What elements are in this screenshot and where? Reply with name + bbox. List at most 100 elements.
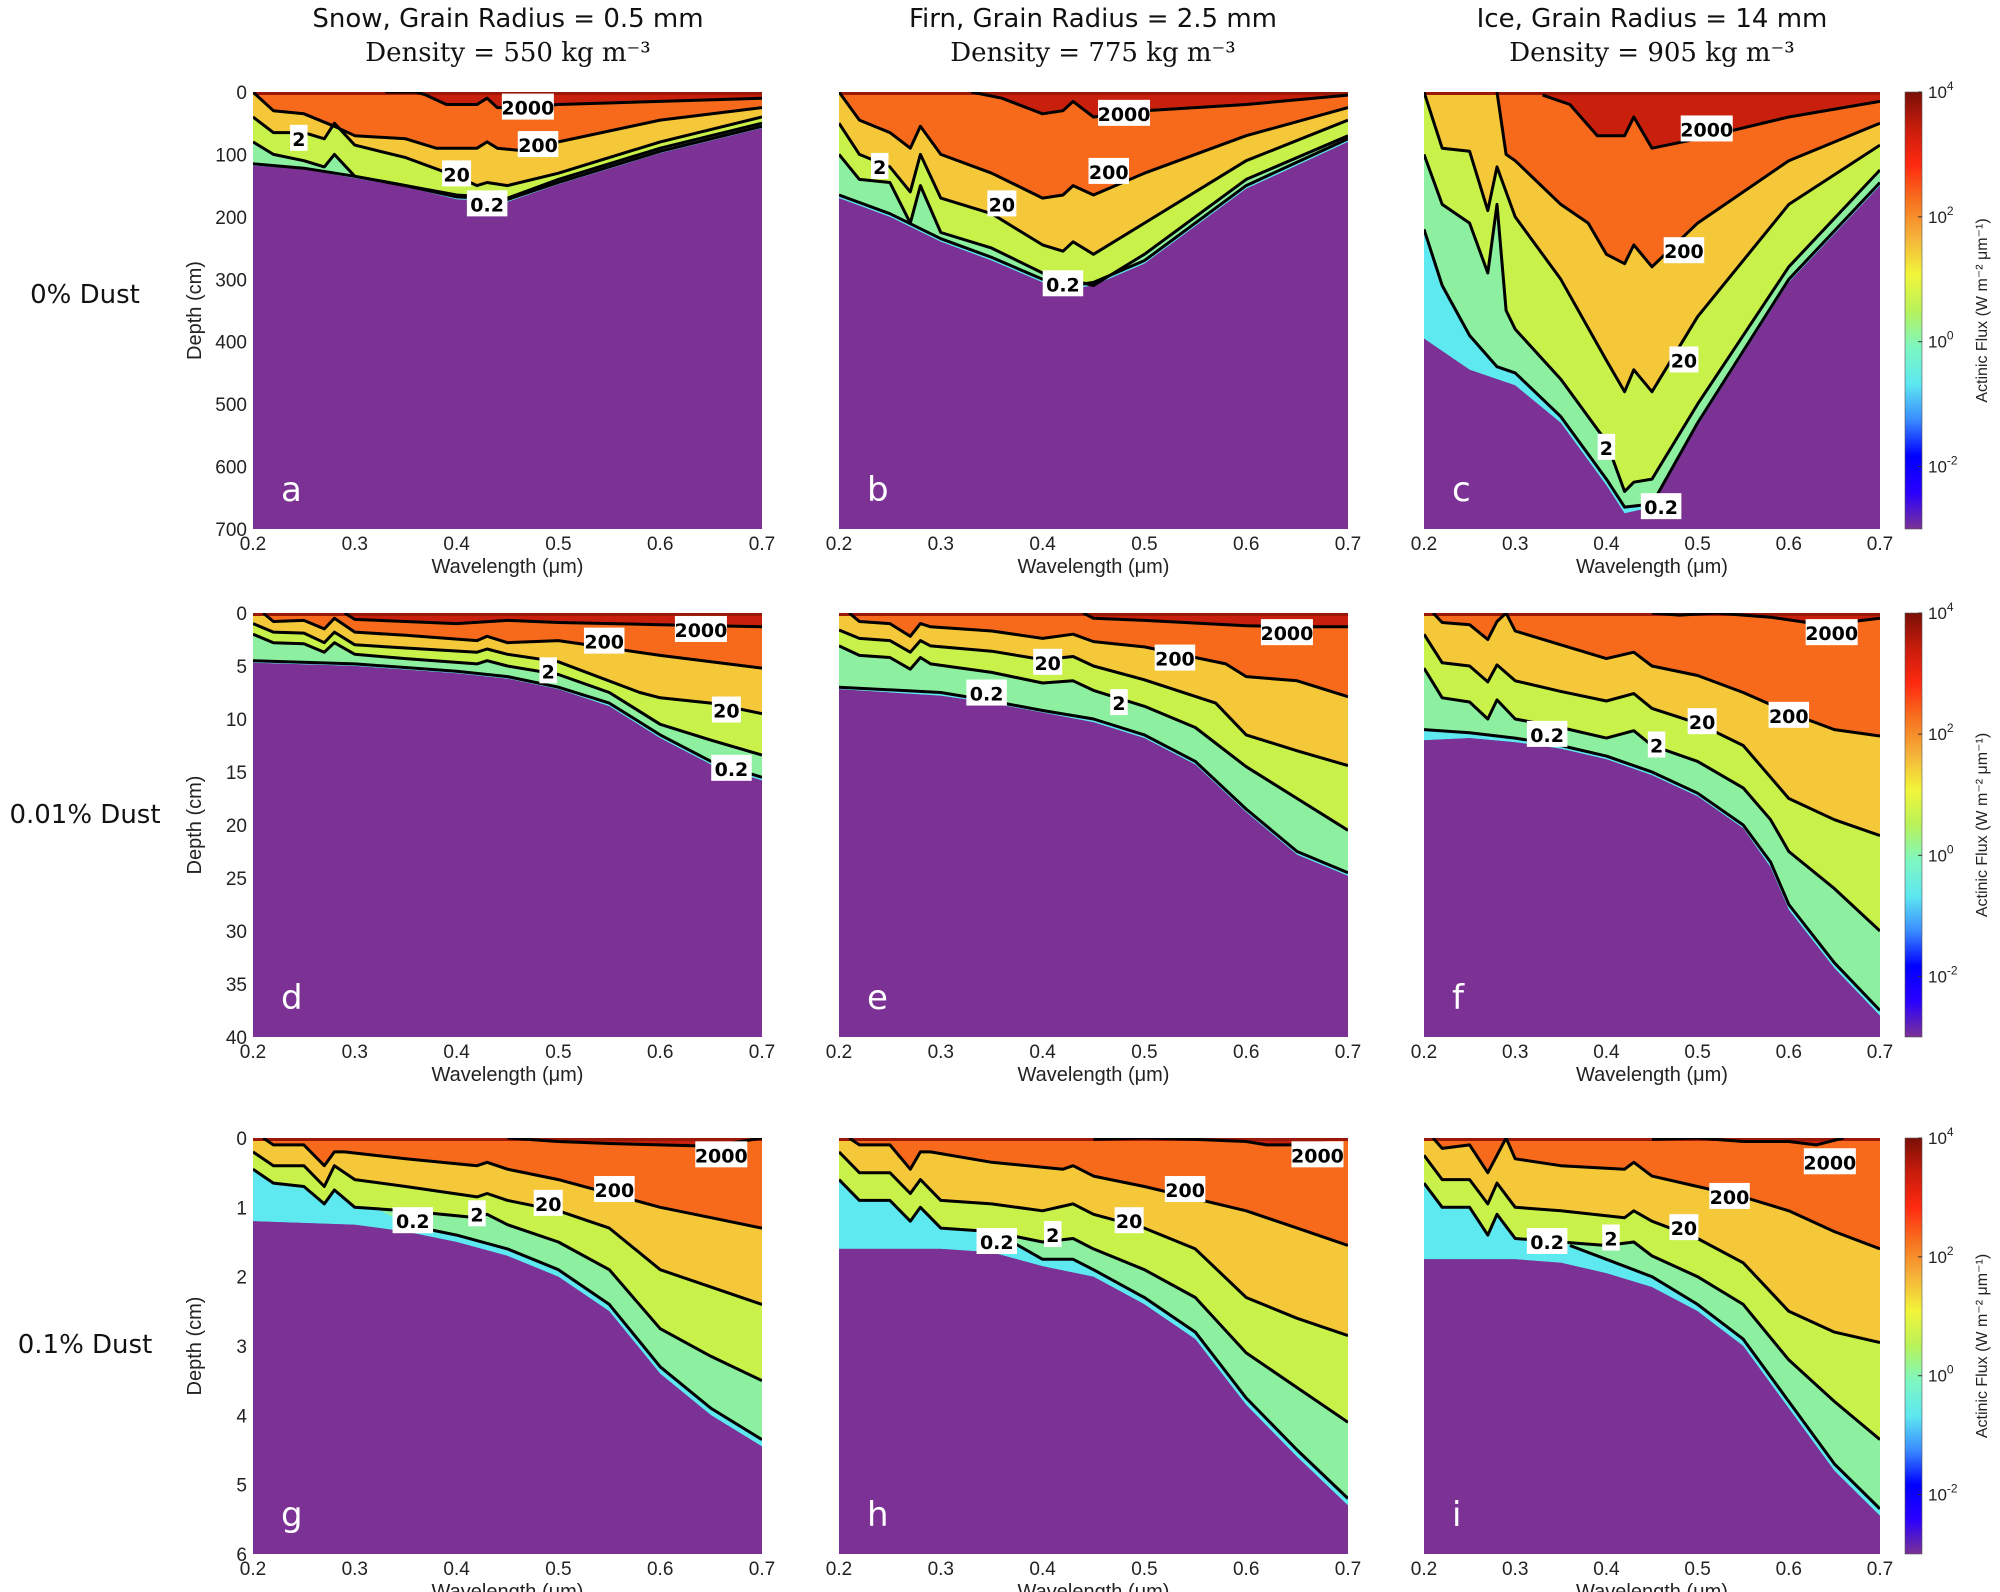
flux-surface-strip <box>253 613 762 616</box>
contour-label-bg <box>711 754 752 781</box>
contour-label-bg <box>1033 648 1063 675</box>
contour-label-0.2: 0.2 <box>470 194 504 216</box>
x-tick-label: 0.4 <box>443 1559 470 1580</box>
contour-label-bg <box>533 1189 563 1216</box>
colorbar-label: Actinic Flux (W m⁻² μm⁻¹) <box>1974 218 1991 402</box>
y-tick-label: 4 <box>236 1406 247 1427</box>
flux-layer-200 <box>839 613 1348 697</box>
y-tick-label: 300 <box>215 270 247 291</box>
y-tick-label: 0 <box>236 1129 247 1150</box>
panel-letter: d <box>281 978 303 1018</box>
contour-label-bg <box>1044 1221 1062 1248</box>
y-tick-label: 0 <box>236 604 247 625</box>
below-threshold-region <box>839 1248 1348 1554</box>
x-tick-label: 0.6 <box>1776 1042 1802 1063</box>
y-tick-label: 400 <box>215 333 247 354</box>
y-tick-label: 10 <box>226 710 247 731</box>
contour-line-2000 <box>385 92 762 110</box>
x-tick-label: 0.7 <box>749 534 775 555</box>
contour-label-0.2: 0.2 <box>1644 497 1678 519</box>
contour-line-2000 <box>1542 93 1880 150</box>
x-tick-label: 0.3 <box>1502 1042 1528 1063</box>
contour-line-0.2 <box>253 659 762 779</box>
x-tick-label: 0.7 <box>749 1559 775 1580</box>
contour-label-2000: 2000 <box>1291 1145 1344 1167</box>
flux-field: 2000 200 20 2 0.2 <box>1424 613 1880 1037</box>
contour-label-bg <box>1526 1228 1568 1254</box>
colorbar-tick-label: 104 <box>1928 1125 1954 1148</box>
contour-label-2: 2 <box>470 1204 483 1226</box>
y-tick-label: 700 <box>215 520 247 541</box>
contour-label-bg <box>1669 1214 1699 1241</box>
contour-label-2: 2 <box>542 661 555 683</box>
contour-label-2: 2 <box>1046 1225 1059 1247</box>
contour-label-20: 20 <box>1116 1211 1142 1233</box>
x-tick-label: 0.6 <box>647 534 673 555</box>
contour-label-bg <box>1098 99 1151 126</box>
below-threshold-region <box>253 662 762 1037</box>
colorbar-label: Actinic Flux (W m⁻² μm⁻¹) <box>1974 1254 1991 1438</box>
x-tick-label: 0.5 <box>545 1042 571 1063</box>
contour-line-2 <box>1424 667 1880 933</box>
x-tick-label: 0.2 <box>826 534 852 555</box>
flux-surface-strip <box>253 92 762 95</box>
contour-line-0.2 <box>1424 728 1880 1012</box>
contour-line-0.2 <box>405 1223 762 1441</box>
column-title-line2: Density = 905 kg m⁻³ <box>1509 38 1795 68</box>
contour-label-0.2: 0.2 <box>396 1211 430 1233</box>
panel-letter: c <box>1452 470 1471 510</box>
contour-line-20 <box>1424 1154 1880 1344</box>
flux-field: 2000 200 20 2 0.2 <box>839 1138 1348 1554</box>
below-threshold-region <box>253 128 762 529</box>
contour-label-bg <box>711 696 741 723</box>
contour-label-bg <box>1164 1176 1206 1202</box>
x-tick-label: 0.7 <box>1335 534 1361 555</box>
contour-line-200 <box>839 92 1348 200</box>
contour-label-bg <box>468 1200 486 1227</box>
contour-label-bg <box>1663 237 1705 264</box>
x-axis-label: Wavelength (μm) <box>1018 1064 1170 1086</box>
x-tick-label: 0.7 <box>1867 1042 1893 1063</box>
contour-label-bg <box>442 160 472 187</box>
contour-label-bg <box>501 93 554 120</box>
x-tick-label: 0.4 <box>1593 1042 1620 1063</box>
x-axis-label: Wavelength (μm) <box>432 1581 584 1592</box>
x-tick-label: 0.2 <box>1411 1042 1437 1063</box>
y-tick-label: 600 <box>215 458 247 479</box>
colorbar-gradient <box>1904 91 1923 530</box>
y-tick-label: 35 <box>226 975 247 996</box>
y-axis-label: Depth (cm) <box>184 1297 206 1396</box>
contour-line-2000 <box>1093 1138 1298 1147</box>
contour-line-0.2 <box>1011 1240 1348 1500</box>
contour-label-2000: 2000 <box>1680 119 1733 141</box>
x-tick-label: 0.4 <box>1029 1559 1056 1580</box>
contour-label-2000: 2000 <box>695 1145 748 1167</box>
x-tick-label: 0.6 <box>1776 1559 1802 1580</box>
contour-label-bg <box>594 1176 635 1202</box>
panel-c: 2000 200 20 2 0.2 c 0.2 0.3 0.4 0.5 0.6 0.7 Waveleng… <box>1411 92 1893 578</box>
contour-line-2 <box>1424 153 1880 493</box>
flux-layer-200 <box>253 613 762 669</box>
colorbar-tick-label: 100 <box>1928 329 1954 352</box>
x-tick-label: 0.3 <box>342 534 368 555</box>
colorbar-label: Actinic Flux (W m⁻² μm⁻¹) <box>1974 733 1991 917</box>
contour-label-2000: 2000 <box>674 620 727 642</box>
x-axis-label: Wavelength (μm) <box>1576 1064 1728 1086</box>
x-tick-label: 0.4 <box>443 1042 470 1063</box>
x-tick-label: 0.4 <box>443 534 470 555</box>
contour-line-200 <box>848 613 1348 699</box>
panel-letter: b <box>867 470 889 510</box>
panel-letter: a <box>281 470 302 510</box>
x-axis-label: Wavelength (μm) <box>1576 1581 1728 1592</box>
contour-line-200 <box>262 613 762 670</box>
y-tick-label: 100 <box>215 145 247 166</box>
contour-label-bg <box>1680 115 1733 142</box>
panel-i: 2000 200 20 2 0.2 i 0.2 0.3 0.4 0.5 0.6 0.7 Waveleng… <box>1411 1138 1893 1592</box>
x-tick-label: 0.6 <box>647 1559 673 1580</box>
contour-line-0.2 <box>1424 181 1880 509</box>
panel-letter: h <box>867 1495 889 1535</box>
flux-field: 2000 200 20 2 0.2 <box>839 613 1348 1037</box>
y-tick-label: 25 <box>226 869 247 890</box>
contour-label-bg <box>1110 689 1128 716</box>
